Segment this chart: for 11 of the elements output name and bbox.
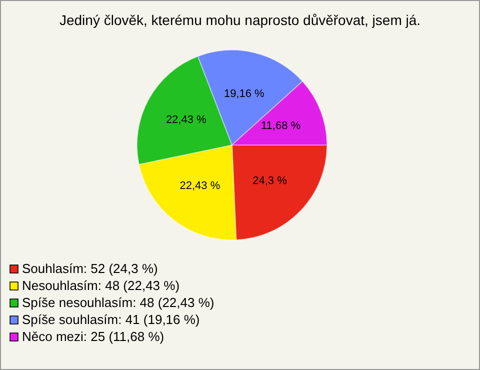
data-label: 22,43 % bbox=[166, 114, 207, 126]
legend-label: Nesouhlasím: 48 (22,43 %) bbox=[22, 278, 180, 293]
data-label: 22,43 % bbox=[180, 180, 220, 192]
data-label: 19,16 % bbox=[224, 88, 265, 100]
legend-label: Něco mezi: 25 (11,68 %) bbox=[22, 329, 164, 344]
legend-label: Spíše souhlasím: 41 (19,16 %) bbox=[22, 312, 200, 327]
data-label: 24,3 % bbox=[252, 175, 288, 188]
chart-title: Jediný člověk, kterému mohu naprosto důvěřovat, jsem já. bbox=[59, 12, 421, 28]
legend-label: Souhlasím: 52 (24,3 %) bbox=[22, 261, 158, 276]
legend-label: Spíše nesouhlasím: 48 (22,43 %) bbox=[22, 295, 214, 310]
data-label: 11,68 % bbox=[260, 120, 301, 132]
